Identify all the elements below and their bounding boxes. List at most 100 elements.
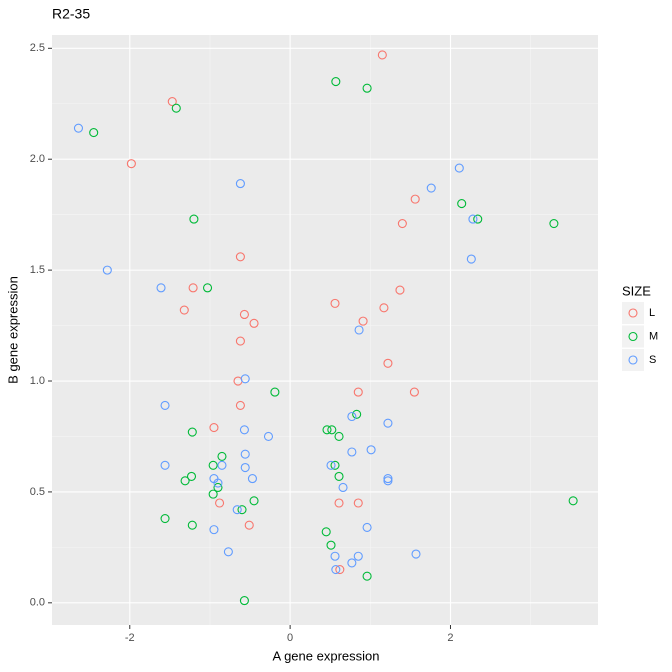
point [331, 77, 341, 87]
y-tick-label: 2.5 [30, 42, 45, 54]
legend-label: M [649, 330, 658, 342]
point [454, 163, 464, 173]
y-tick-label: 1.5 [30, 264, 45, 276]
legend-marker [628, 331, 638, 342]
point [126, 159, 136, 169]
point [334, 498, 344, 508]
point [240, 374, 250, 384]
point [235, 400, 245, 410]
legend-marker [628, 308, 638, 318]
point [244, 520, 254, 530]
point [330, 551, 340, 561]
point [180, 476, 190, 486]
x-tick-label: -2 [125, 632, 135, 644]
panel [52, 35, 598, 625]
point [549, 218, 559, 229]
point [347, 411, 357, 422]
point [330, 298, 340, 308]
point [240, 462, 250, 473]
point [217, 460, 227, 470]
point [395, 285, 405, 295]
point [410, 194, 420, 204]
point [326, 460, 336, 470]
point [397, 218, 407, 229]
point [383, 358, 393, 368]
point [160, 460, 170, 470]
x-tick-label: 0 [287, 632, 293, 644]
y-tick-label: 0.0 [30, 597, 45, 609]
point [171, 103, 181, 113]
point [335, 564, 345, 575]
point [167, 96, 177, 107]
point [217, 451, 227, 461]
point [232, 505, 242, 515]
legend-marker [628, 355, 638, 365]
point [366, 445, 376, 455]
point [213, 482, 223, 493]
point [457, 199, 467, 209]
point [327, 425, 337, 435]
legend-label: L [649, 307, 655, 319]
point [334, 471, 344, 481]
point [186, 471, 197, 481]
point [223, 547, 233, 557]
point [189, 214, 199, 224]
point [383, 418, 393, 428]
point [330, 460, 340, 470]
point [354, 325, 364, 335]
legend-label: S [649, 354, 656, 366]
point [347, 558, 357, 568]
y-axis-label: B gene expression [5, 276, 20, 384]
point [239, 309, 249, 320]
point [353, 498, 363, 508]
point [73, 123, 84, 133]
point [247, 474, 257, 484]
point [235, 179, 245, 189]
point [237, 505, 247, 515]
point [235, 336, 245, 346]
point [473, 214, 483, 224]
point [353, 551, 363, 561]
point [362, 83, 372, 93]
point [321, 527, 331, 537]
point [102, 265, 112, 275]
y-tick-label: 1.0 [30, 375, 45, 387]
x-axis-label: A gene expression [273, 648, 380, 663]
point [409, 387, 419, 397]
point [466, 254, 476, 264]
point [338, 482, 348, 493]
point [239, 596, 249, 606]
point [209, 525, 219, 535]
legend-key [622, 325, 644, 348]
point [240, 449, 250, 459]
point [347, 447, 357, 457]
point [208, 489, 218, 499]
point [263, 431, 274, 442]
point [187, 520, 197, 530]
point [377, 50, 387, 60]
point [188, 283, 198, 293]
point [156, 283, 166, 293]
point [358, 316, 368, 326]
legend-key [622, 302, 644, 324]
point [468, 214, 478, 224]
point [411, 549, 421, 559]
point [379, 303, 389, 313]
point [353, 387, 363, 397]
point [326, 540, 336, 550]
legend-title: SIZE [622, 283, 651, 298]
point [213, 478, 223, 488]
y-tick-label: 2.0 [30, 153, 45, 165]
y-tick-label: 0.5 [30, 486, 45, 498]
x-tick-label: 2 [447, 632, 453, 644]
point [383, 474, 393, 484]
point [362, 571, 372, 581]
point [322, 425, 332, 435]
point [426, 183, 436, 193]
point [352, 409, 362, 419]
point [249, 318, 259, 328]
chart-title: R2-35 [52, 6, 90, 22]
point [179, 305, 189, 315]
point [215, 498, 225, 508]
